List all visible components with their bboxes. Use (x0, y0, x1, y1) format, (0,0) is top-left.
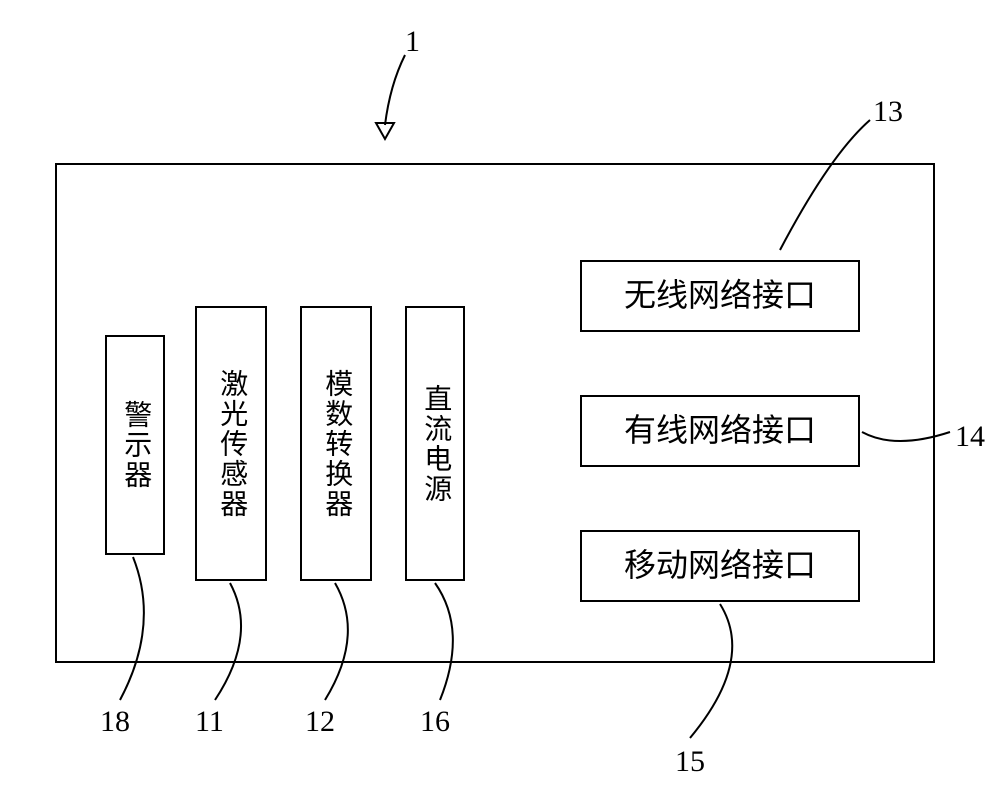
block-wired_if: 有线网络接口 (580, 395, 860, 467)
block-dc_power: 直流电源 (405, 306, 465, 581)
block-label-wireless_if: 无线网络接口 (624, 275, 816, 317)
block-adc: 模数转换器 (300, 306, 372, 581)
callout-label-c14: 14 (955, 420, 985, 454)
block-laser_sensor: 激光传感器 (195, 306, 267, 581)
block-label-wired_if: 有线网络接口 (624, 410, 816, 452)
block-wireless_if: 无线网络接口 (580, 260, 860, 332)
callout-label-c11: 11 (195, 705, 224, 739)
callout-label-c12: 12 (305, 705, 335, 739)
callout-label-c16: 16 (420, 705, 450, 739)
block-label-laser_sensor: 激光传感器 (213, 369, 249, 519)
block-alarm: 警示器 (105, 335, 165, 555)
block-label-dc_power: 直流电源 (417, 384, 453, 504)
callout-label-c15: 15 (675, 745, 705, 779)
block-label-mobile_if: 移动网络接口 (624, 545, 816, 587)
callout-label-c1: 1 (405, 25, 420, 59)
block-mobile_if: 移动网络接口 (580, 530, 860, 602)
callout-label-c18: 18 (100, 705, 130, 739)
block-label-adc: 模数转换器 (318, 369, 354, 519)
block-label-alarm: 警示器 (117, 400, 153, 490)
callout-label-c13: 13 (873, 95, 903, 129)
